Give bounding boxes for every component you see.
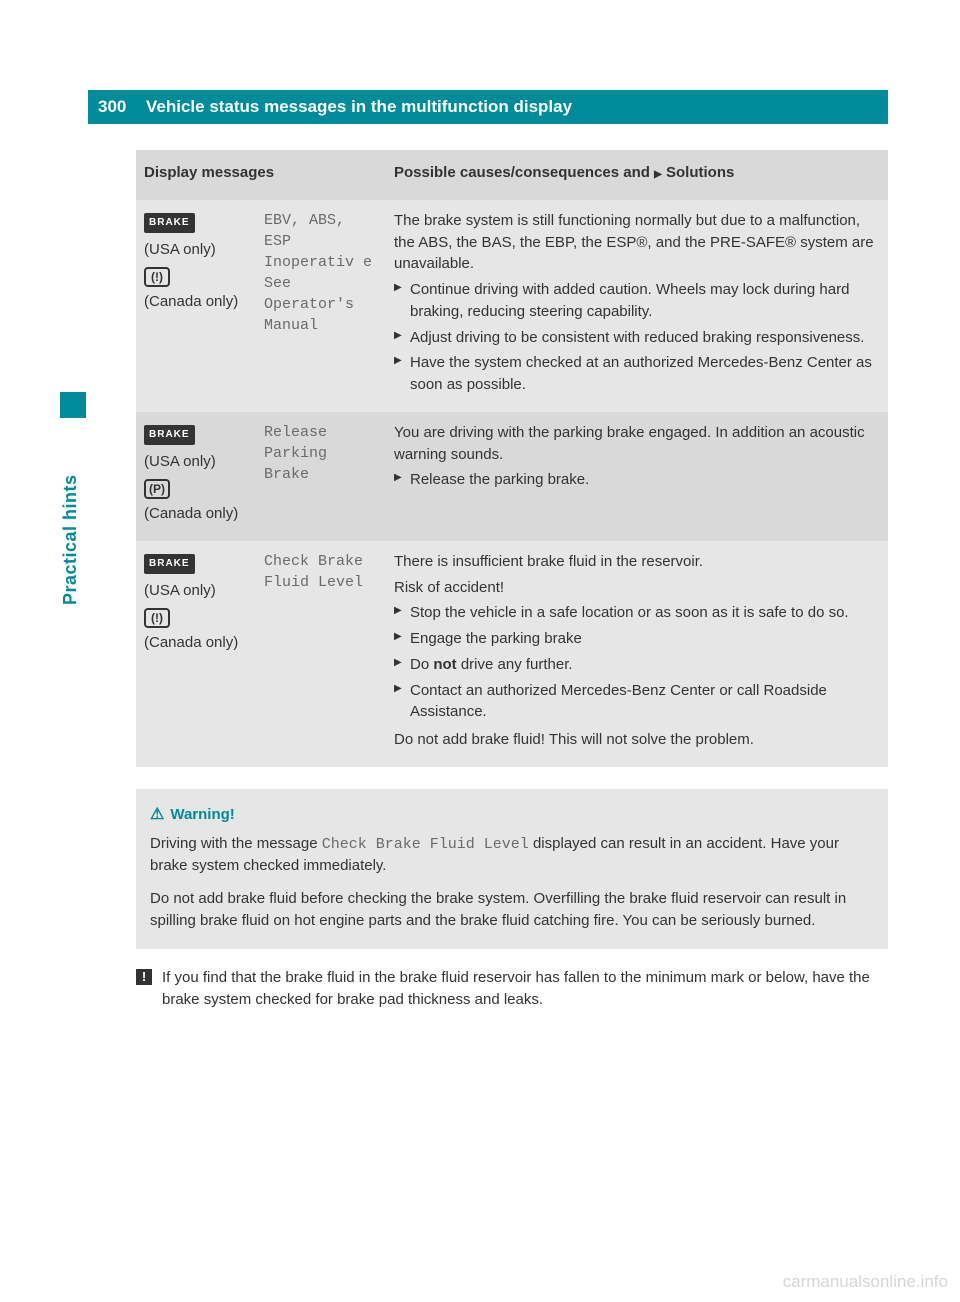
page-number: 300 xyxy=(88,90,136,124)
canada-label: (Canada only) xyxy=(144,634,238,651)
header-display-messages: Display messages xyxy=(136,150,386,200)
messages-table: Display messages Possible causes/consequ… xyxy=(136,150,888,767)
solution-item: Release the parking brake. xyxy=(394,469,880,491)
cause-text: You are driving with the parking brake e… xyxy=(394,422,880,466)
canada-label: (Canada only) xyxy=(144,505,238,522)
message-text: EBV, ABS, ESP Inoperativ e See Operator'… xyxy=(256,200,386,412)
usa-label: (USA only) xyxy=(144,241,216,258)
cause-text: The brake system is still functioning no… xyxy=(394,210,880,275)
note-text: If you find that the brake fluid in the … xyxy=(162,969,870,1009)
solution-cell: The brake system is still functioning no… xyxy=(386,200,888,412)
side-section-label: Practical hints xyxy=(60,474,81,605)
trailer-text: Do not add brake fluid! This will not so… xyxy=(394,729,880,751)
usa-label: (USA only) xyxy=(144,582,216,599)
message-text: Check Brake Fluid Level xyxy=(256,541,386,767)
solution-cell: You are driving with the parking brake e… xyxy=(386,412,888,541)
solution-item: Do not drive any further. xyxy=(394,654,880,676)
note-icon: ! xyxy=(136,969,152,985)
table-row: BRAKE (USA only) (!) (Canada only) EBV, … xyxy=(136,200,888,412)
side-tab-marker xyxy=(60,392,86,418)
table-row: BRAKE (USA only) (P) (Canada only) Relea… xyxy=(136,412,888,541)
solution-item: Stop the vehicle in a safe location or a… xyxy=(394,602,880,624)
warning-triangle-icon: ⚠ xyxy=(150,806,164,823)
parking-indicator-icon: (P) xyxy=(144,479,170,499)
warning-heading: ⚠ Warning! xyxy=(150,803,874,827)
usa-label: (USA only) xyxy=(144,453,216,470)
warning-indicator-icon: (!) xyxy=(144,267,170,287)
brake-icon: BRAKE xyxy=(144,213,195,234)
cause-text: There is insufficient brake fluid in the… xyxy=(394,551,880,573)
warning-para-2: Do not add brake fluid before checking t… xyxy=(150,888,874,933)
warning-box: ⚠ Warning! Driving with the message Check… xyxy=(136,789,888,949)
watermark: carmanualsonline.info xyxy=(783,1272,948,1292)
indicator-cell: BRAKE (USA only) (!) (Canada only) xyxy=(136,200,256,412)
table-header-row: Display messages Possible causes/consequ… xyxy=(136,150,888,200)
brake-icon: BRAKE xyxy=(144,554,195,575)
solution-item: Engage the parking brake xyxy=(394,628,880,650)
solution-item: Continue driving with added caution. Whe… xyxy=(394,279,880,323)
solution-item: Contact an authorized Mercedes-Benz Cent… xyxy=(394,680,880,724)
note-block: ! If you find that the brake fluid in th… xyxy=(136,967,888,1012)
warning-indicator-icon: (!) xyxy=(144,608,170,628)
solution-item: Adjust driving to be consistent with red… xyxy=(394,327,880,349)
solution-cell: There is insufficient brake fluid in the… xyxy=(386,541,888,767)
risk-text: Risk of accident! xyxy=(394,577,880,599)
indicator-cell: BRAKE (USA only) (P) (Canada only) xyxy=(136,412,256,541)
warning-para-1: Driving with the message Check Brake Flu… xyxy=(150,833,874,878)
page-title: Vehicle status messages in the multifunc… xyxy=(136,90,888,124)
page-header: 300 Vehicle status messages in the multi… xyxy=(88,90,888,124)
table-row: BRAKE (USA only) (!) (Canada only) Check… xyxy=(136,541,888,767)
message-text: Release Parking Brake xyxy=(256,412,386,541)
indicator-cell: BRAKE (USA only) (!) (Canada only) xyxy=(136,541,256,767)
canada-label: (Canada only) xyxy=(144,293,238,310)
warning-title: Warning! xyxy=(170,806,234,823)
brake-icon: BRAKE xyxy=(144,425,195,446)
header-solutions: Possible causes/consequences and ▶ Solut… xyxy=(386,150,888,200)
solution-item: Have the system checked at an authorized… xyxy=(394,352,880,396)
main-content: Display messages Possible causes/consequ… xyxy=(136,150,888,1012)
